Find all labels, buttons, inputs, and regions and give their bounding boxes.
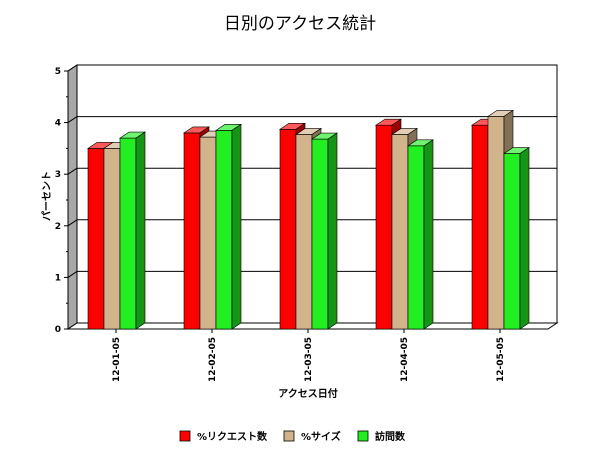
plot-left-wall [67, 64, 78, 330]
y-tick-label-1: 1 [55, 273, 61, 283]
bar-0-2 [119, 131, 146, 330]
bar-front-0-0 [87, 148, 105, 330]
bar-front-2-1 [295, 134, 313, 330]
bar-front-2-2 [311, 138, 329, 330]
gridline-diag-2 [67, 219, 78, 227]
x-tick-label-1: 12-02-05 [208, 337, 218, 382]
bar-front-4-1 [487, 116, 505, 330]
gridline-diag-1 [67, 270, 78, 278]
x-tick-label-4: 12-05-05 [496, 337, 506, 382]
y-axis-label: パーセント [41, 171, 53, 221]
bar-3-2 [407, 139, 434, 330]
y-tick-label-5: 5 [55, 67, 61, 77]
chart-title: 日別のアクセス統計 [224, 14, 376, 34]
x-tick-label-0: 12-01-05 [112, 337, 122, 382]
legend-label-0: %リクエスト数 [197, 430, 268, 443]
bar-front-2-0 [279, 129, 297, 330]
gridline-diag-4 [67, 116, 78, 124]
plot-area: 0 1 2 3 4 5 12-01-05 12-02-05 12-03-05 12-04-05 12… [55, 64, 559, 382]
bar-front-4-2 [503, 153, 521, 330]
gridline-diag-3 [67, 167, 78, 175]
bar-front-3-0 [375, 124, 393, 330]
bar-front-1-0 [183, 132, 201, 330]
gridline-diag-5 [67, 64, 78, 72]
y-tick-label-3: 3 [55, 170, 61, 180]
bar-side-1-2 [231, 123, 242, 330]
legend-swatch-2 [357, 430, 369, 442]
legend-label-1: %サイズ [301, 430, 341, 443]
bar-front-0-2 [119, 137, 137, 330]
y-tick-label-4: 4 [55, 119, 61, 129]
x-axis-label: アクセス日付 [278, 387, 338, 400]
legend-swatch-0 [179, 430, 191, 442]
bar-side-3-2 [423, 139, 434, 330]
legend-swatch-1 [283, 430, 295, 442]
y-tick-label-0: 0 [55, 325, 61, 335]
bar-front-1-2 [215, 130, 233, 330]
legend: %リクエスト数 %サイズ 訪問数 [179, 430, 406, 443]
y-tick-label-2: 2 [55, 222, 61, 232]
bar-front-3-2 [407, 145, 425, 330]
bar-front-4-0 [471, 124, 489, 330]
x-tick-label-3: 12-04-05 [400, 337, 410, 382]
bar-1-2 [215, 123, 242, 330]
bar-front-1-1 [199, 136, 217, 330]
x-tick-label-2: 12-03-05 [304, 337, 314, 382]
bar-4-2 [503, 146, 530, 330]
bar-front-0-1 [103, 148, 121, 330]
bar-side-4-2 [519, 146, 530, 330]
bar-2-2 [311, 132, 338, 330]
bar-side-2-2 [327, 132, 338, 330]
bar-side-0-2 [135, 131, 146, 330]
legend-label-2: 訪問数 [375, 430, 406, 443]
bar-front-3-1 [391, 134, 409, 330]
